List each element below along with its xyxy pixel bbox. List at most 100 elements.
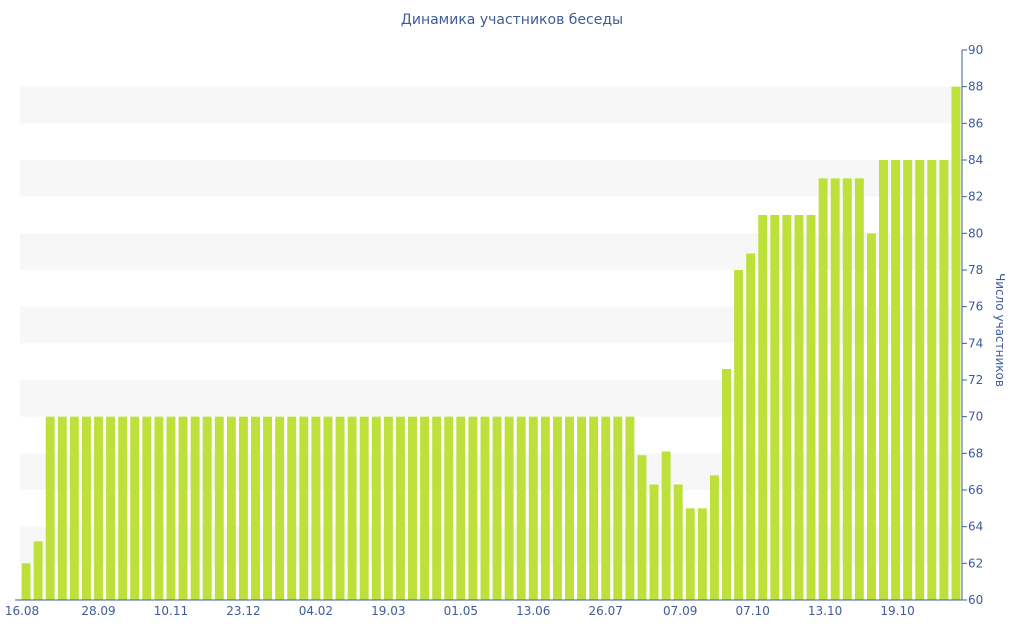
- y-tick-label: 78: [968, 263, 983, 277]
- bar[interactable]: [927, 160, 937, 600]
- bar[interactable]: [818, 178, 828, 600]
- bar[interactable]: [81, 416, 91, 600]
- bar[interactable]: [903, 160, 913, 600]
- bar[interactable]: [106, 416, 116, 600]
- x-tick-label: 19.10: [880, 604, 914, 618]
- bar[interactable]: [45, 416, 55, 600]
- y-tick-label: 80: [968, 226, 983, 240]
- bar[interactable]: [577, 416, 587, 600]
- bar[interactable]: [661, 451, 671, 601]
- y-tick-label: 64: [968, 520, 983, 534]
- grid-band: [20, 86, 962, 124]
- y-axis-label: Число участников: [993, 273, 1007, 387]
- x-tick-label: 23.12: [226, 604, 260, 618]
- y-tick-label: 76: [968, 300, 983, 314]
- bar[interactable]: [142, 416, 152, 600]
- bar[interactable]: [21, 563, 31, 600]
- y-tick-label: 70: [968, 410, 983, 424]
- bar[interactable]: [697, 508, 707, 600]
- bar[interactable]: [637, 455, 647, 600]
- bar[interactable]: [540, 416, 550, 600]
- bar[interactable]: [504, 416, 514, 600]
- bar[interactable]: [287, 416, 297, 600]
- bar[interactable]: [649, 484, 659, 601]
- bar[interactable]: [178, 416, 188, 600]
- bar[interactable]: [371, 416, 381, 600]
- bar[interactable]: [238, 416, 248, 600]
- x-tick-label: 28.09: [81, 604, 115, 618]
- bar[interactable]: [214, 416, 224, 600]
- bar[interactable]: [33, 541, 43, 600]
- x-tick-label: 04.02: [299, 604, 333, 618]
- bar[interactable]: [335, 416, 345, 600]
- bar[interactable]: [722, 369, 731, 600]
- bar[interactable]: [456, 416, 466, 600]
- x-tick-label: 07.09: [663, 604, 697, 618]
- bar[interactable]: [758, 215, 768, 600]
- bar[interactable]: [516, 416, 526, 600]
- bar[interactable]: [154, 416, 164, 600]
- bar[interactable]: [69, 416, 79, 600]
- bar[interactable]: [492, 416, 502, 600]
- y-tick-label: 66: [968, 483, 983, 497]
- bar[interactable]: [480, 416, 490, 600]
- x-tick-label: 19.03: [371, 604, 405, 618]
- bar[interactable]: [879, 160, 888, 600]
- bar[interactable]: [359, 416, 369, 600]
- bar[interactable]: [444, 416, 454, 600]
- bar[interactable]: [323, 416, 333, 600]
- bar[interactable]: [601, 416, 611, 600]
- bar[interactable]: [408, 416, 417, 600]
- bar[interactable]: [94, 416, 103, 600]
- bar[interactable]: [383, 416, 393, 600]
- x-tick-label: 07.10: [735, 604, 769, 618]
- bar[interactable]: [891, 160, 901, 600]
- bar[interactable]: [673, 484, 683, 601]
- bar[interactable]: [746, 253, 756, 601]
- bar[interactable]: [854, 178, 864, 600]
- grid-band: [20, 306, 962, 344]
- bar[interactable]: [830, 178, 840, 600]
- bar[interactable]: [915, 160, 925, 600]
- bar[interactable]: [166, 416, 176, 600]
- bar[interactable]: [866, 233, 876, 600]
- bar[interactable]: [806, 215, 816, 600]
- bar[interactable]: [734, 270, 744, 600]
- y-tick-label: 90: [968, 43, 983, 57]
- bar[interactable]: [613, 416, 623, 600]
- bar[interactable]: [951, 86, 961, 601]
- bar[interactable]: [468, 416, 478, 600]
- bar[interactable]: [528, 416, 538, 600]
- bar[interactable]: [432, 416, 442, 600]
- bar[interactable]: [794, 215, 804, 600]
- bar[interactable]: [347, 416, 357, 600]
- bar[interactable]: [202, 416, 212, 600]
- bar[interactable]: [842, 178, 852, 600]
- bar[interactable]: [275, 416, 285, 600]
- grid-band: [20, 380, 962, 417]
- bar[interactable]: [299, 416, 309, 600]
- bar[interactable]: [311, 416, 321, 600]
- bar[interactable]: [251, 416, 260, 600]
- bar[interactable]: [263, 416, 273, 600]
- bar[interactable]: [190, 416, 200, 600]
- bar[interactable]: [939, 160, 949, 600]
- bar[interactable]: [685, 508, 695, 600]
- bar[interactable]: [625, 416, 635, 600]
- bar[interactable]: [118, 416, 128, 600]
- bar[interactable]: [226, 416, 236, 600]
- x-tick-label: 01.05: [444, 604, 478, 618]
- bar[interactable]: [57, 416, 67, 600]
- bar[interactable]: [395, 416, 405, 600]
- bar[interactable]: [420, 416, 430, 600]
- bar[interactable]: [552, 416, 562, 600]
- bar[interactable]: [770, 215, 780, 600]
- bar[interactable]: [709, 475, 719, 600]
- y-tick-label: 72: [968, 373, 983, 387]
- grid-band: [20, 453, 962, 490]
- bar[interactable]: [782, 215, 792, 600]
- bar[interactable]: [589, 416, 599, 600]
- x-tick-label: 10.11: [154, 604, 188, 618]
- bar[interactable]: [130, 416, 140, 600]
- bar[interactable]: [565, 416, 574, 600]
